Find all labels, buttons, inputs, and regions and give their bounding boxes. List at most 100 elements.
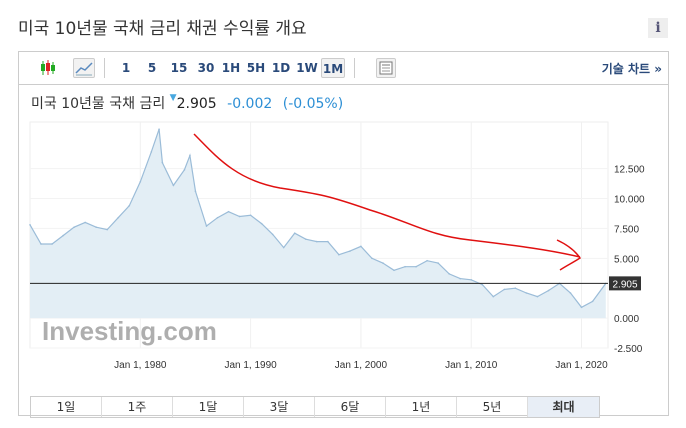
price-change: -0.002 bbox=[227, 96, 273, 112]
interval-15[interactable]: 15 bbox=[170, 61, 188, 75]
interval-1d[interactable]: 1D bbox=[271, 61, 291, 75]
data-point bbox=[194, 190, 197, 193]
data-point bbox=[338, 253, 340, 256]
data-point bbox=[415, 265, 417, 268]
data-point bbox=[459, 277, 461, 280]
data-point bbox=[371, 257, 373, 260]
area-fill bbox=[30, 129, 606, 319]
investing-logo: Investing.com bbox=[42, 316, 217, 346]
y-tick-label: 5.000 bbox=[614, 254, 639, 265]
candlestick-icon[interactable] bbox=[37, 58, 59, 78]
data-point bbox=[492, 295, 495, 298]
x-tick-label: Jan 1, 1990 bbox=[224, 360, 277, 371]
data-point bbox=[327, 240, 329, 243]
instrument-name: 미국 10년물 국채 금리 bbox=[31, 96, 166, 112]
range-5y[interactable]: 5년 bbox=[457, 397, 528, 417]
current-price-tag bbox=[609, 276, 641, 291]
x-tick-label: Jan 1, 2020 bbox=[555, 360, 608, 371]
data-point bbox=[189, 154, 191, 157]
data-point bbox=[360, 245, 362, 248]
data-point bbox=[216, 216, 219, 219]
data-point bbox=[514, 287, 517, 290]
data-point bbox=[183, 169, 186, 171]
interval-1[interactable]: 1 bbox=[121, 61, 131, 75]
range-1w[interactable]: 1주 bbox=[102, 397, 173, 417]
line-chart-icon[interactable] bbox=[73, 58, 95, 78]
y-tick-label: 7.500 bbox=[614, 224, 639, 235]
table-view-icon[interactable] bbox=[376, 58, 396, 78]
data-point bbox=[238, 215, 241, 218]
interval-1h[interactable]: 1H bbox=[221, 61, 241, 75]
data-point bbox=[282, 246, 285, 249]
data-point bbox=[128, 204, 131, 207]
range-6m[interactable]: 6달 bbox=[315, 397, 386, 417]
data-point bbox=[481, 283, 484, 286]
data-point bbox=[95, 226, 97, 229]
data-point bbox=[51, 243, 53, 245]
technical-chart-link[interactable]: 기술 차트 » bbox=[601, 62, 662, 76]
data-point bbox=[437, 262, 439, 264]
range-selector: 1일 1주 1달 3달 6달 1년 5년 최대 bbox=[30, 396, 600, 418]
x-tick-label: Jan 1, 2000 bbox=[335, 360, 388, 371]
x-tick-label: Jan 1, 1980 bbox=[114, 360, 167, 371]
data-point bbox=[536, 295, 539, 298]
data-point bbox=[62, 234, 64, 237]
data-point bbox=[503, 288, 506, 291]
data-point bbox=[569, 292, 572, 294]
data-point bbox=[448, 273, 450, 275]
data-point bbox=[40, 243, 42, 245]
data-point bbox=[227, 210, 230, 213]
data-point bbox=[117, 216, 120, 219]
data-point bbox=[150, 151, 153, 153]
annotation-curve bbox=[193, 133, 581, 258]
data-point bbox=[547, 289, 550, 292]
data-point bbox=[470, 279, 473, 281]
data-point bbox=[315, 240, 318, 243]
info-icon[interactable]: i bbox=[648, 18, 668, 38]
data-point bbox=[525, 292, 528, 294]
current-price-label: 2.905 bbox=[612, 279, 637, 290]
range-max[interactable]: 최대 bbox=[528, 397, 599, 417]
range-1d[interactable]: 1일 bbox=[31, 397, 102, 417]
data-point bbox=[293, 232, 296, 235]
data-point bbox=[158, 128, 160, 130]
down-arrow-icon: ▼ bbox=[169, 93, 177, 103]
data-point bbox=[271, 233, 274, 236]
annotation-arrowhead bbox=[556, 239, 582, 271]
interval-1m[interactable]: 1M bbox=[321, 58, 345, 78]
interval-5[interactable]: 5 bbox=[147, 61, 157, 75]
interval-1w[interactable]: 1W bbox=[296, 61, 318, 75]
chart-panel: 1 5 15 30 1H 5H 1D 1W 1M 기술 차트 » 미국 10년물… bbox=[18, 51, 669, 418]
y-tick-label: -2.500 bbox=[614, 344, 643, 355]
x-tick-label: Jan 1, 2010 bbox=[445, 360, 498, 371]
data-point bbox=[404, 265, 406, 268]
y-tick-label: 12.500 bbox=[614, 165, 645, 176]
range-1m[interactable]: 1달 bbox=[173, 397, 244, 417]
interval-5h[interactable]: 5H bbox=[246, 61, 266, 75]
data-point bbox=[205, 225, 208, 227]
divider bbox=[354, 58, 355, 78]
y-tick-label: 10.000 bbox=[614, 195, 645, 206]
range-3m[interactable]: 3달 bbox=[244, 397, 315, 417]
data-point bbox=[260, 222, 263, 225]
y-tick-label: 0.000 bbox=[614, 314, 639, 325]
data-point bbox=[349, 250, 351, 252]
data-point bbox=[426, 259, 428, 262]
last-price: 2.905 bbox=[176, 96, 217, 112]
data-point bbox=[161, 161, 164, 164]
data-point bbox=[73, 226, 75, 229]
data-point bbox=[591, 300, 594, 303]
range-1y[interactable]: 1년 bbox=[386, 397, 457, 417]
data-point bbox=[29, 224, 31, 226]
interval-30[interactable]: 30 bbox=[197, 61, 215, 75]
data-point bbox=[580, 306, 583, 309]
data-point bbox=[382, 262, 384, 264]
data-point bbox=[304, 238, 307, 240]
price-change-percent: (-0.05%) bbox=[282, 96, 344, 112]
page-title: 미국 10년물 국채 금리 채권 수익률 개요 bbox=[18, 19, 307, 39]
data-point bbox=[84, 221, 86, 224]
data-point bbox=[249, 214, 252, 217]
chart-toolbar: 1 5 15 30 1H 5H 1D 1W 1M 기술 차트 » bbox=[19, 52, 668, 85]
data-point bbox=[393, 269, 395, 272]
